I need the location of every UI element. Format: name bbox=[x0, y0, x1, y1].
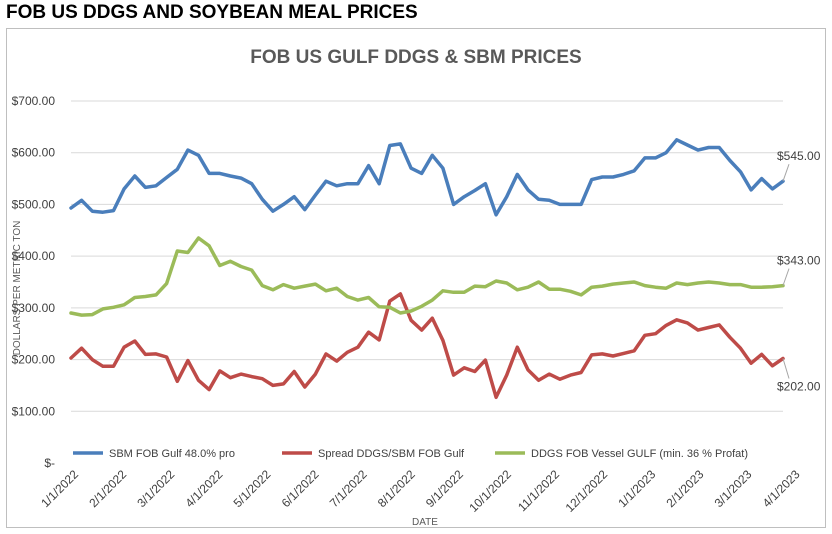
legend-label-0: SBM FOB Gulf 48.0% pro bbox=[109, 448, 235, 460]
x-tick-label: 4/1/2023 bbox=[760, 467, 803, 510]
end-label-leader bbox=[782, 268, 790, 286]
x-axis-ticks: 1/1/2022 2/1/2022 3/1/2022 4/1/2022 5/1/2022… bbox=[38, 467, 803, 515]
x-tick-label: 9/1/2022 bbox=[423, 467, 466, 510]
x-tick-label: 1/1/2022 bbox=[38, 467, 81, 510]
x-tick-label: 3/1/2022 bbox=[134, 467, 177, 510]
y-axis-ticks: $- $100.00 $200.00 $300.00 $400.00 $500.00 $60… bbox=[12, 94, 56, 470]
y-tick-label: $100.00 bbox=[12, 404, 56, 418]
x-tick-label: 2/1/2023 bbox=[663, 467, 706, 510]
y-tick-label: $500.00 bbox=[12, 197, 56, 211]
x-tick-label: 5/1/2022 bbox=[231, 467, 274, 510]
y-axis-title: DOLLARS PER METRIC TON bbox=[12, 221, 23, 356]
end-labels: $545.00 $202.00 $343.00 bbox=[777, 149, 821, 393]
chart-frame bbox=[6, 28, 826, 528]
y-tick-label: $600.00 bbox=[12, 146, 56, 160]
end-label-0: $545.00 bbox=[777, 149, 821, 163]
end-label-leader bbox=[782, 163, 790, 182]
series-line-0 bbox=[69, 138, 785, 217]
x-tick-label: 7/1/2022 bbox=[327, 467, 370, 510]
legend: SBM FOB Gulf 48.0% pro Spread DDGS/SBM FO… bbox=[73, 448, 748, 460]
x-tick-label: 1/1/2023 bbox=[615, 467, 658, 510]
page-title: FOB US DDGS AND SOYBEAN MEAL PRICES bbox=[6, 2, 418, 23]
x-tick-label: 4/1/2022 bbox=[182, 467, 225, 510]
x-tick-label: 6/1/2022 bbox=[279, 467, 322, 510]
end-label-2: $343.00 bbox=[777, 254, 821, 268]
x-tick-label: 8/1/2022 bbox=[375, 467, 418, 510]
y-tick-label: $200.00 bbox=[12, 353, 56, 367]
series-lines bbox=[69, 138, 785, 400]
y-tick-label: $300.00 bbox=[12, 301, 56, 315]
gridlines bbox=[71, 100, 783, 412]
y-tick-label: $400.00 bbox=[12, 249, 56, 263]
x-tick-label: 12/1/2022 bbox=[563, 467, 611, 515]
y-tick-label: $700.00 bbox=[12, 94, 56, 108]
series-line-2 bbox=[69, 236, 785, 317]
end-label-1: $202.00 bbox=[777, 380, 821, 394]
x-tick-label: 2/1/2022 bbox=[86, 467, 129, 510]
x-tick-label: 11/1/2022 bbox=[515, 467, 562, 514]
end-label-leader bbox=[782, 358, 790, 379]
series-line-1 bbox=[69, 292, 785, 400]
x-tick-label: 3/1/2023 bbox=[712, 467, 755, 510]
x-tick-label: 10/1/2022 bbox=[466, 467, 514, 515]
chart-title: FOB US GULF DDGS & SBM PRICES bbox=[250, 47, 581, 68]
legend-label-2: DDGS FOB Vessel GULF (min. 36 % Profat) bbox=[531, 448, 748, 460]
legend-label-1: Spread DDGS/SBM FOB Gulf bbox=[318, 448, 465, 460]
y-tick-label: $- bbox=[44, 456, 55, 470]
x-axis-title: DATE bbox=[412, 517, 438, 528]
